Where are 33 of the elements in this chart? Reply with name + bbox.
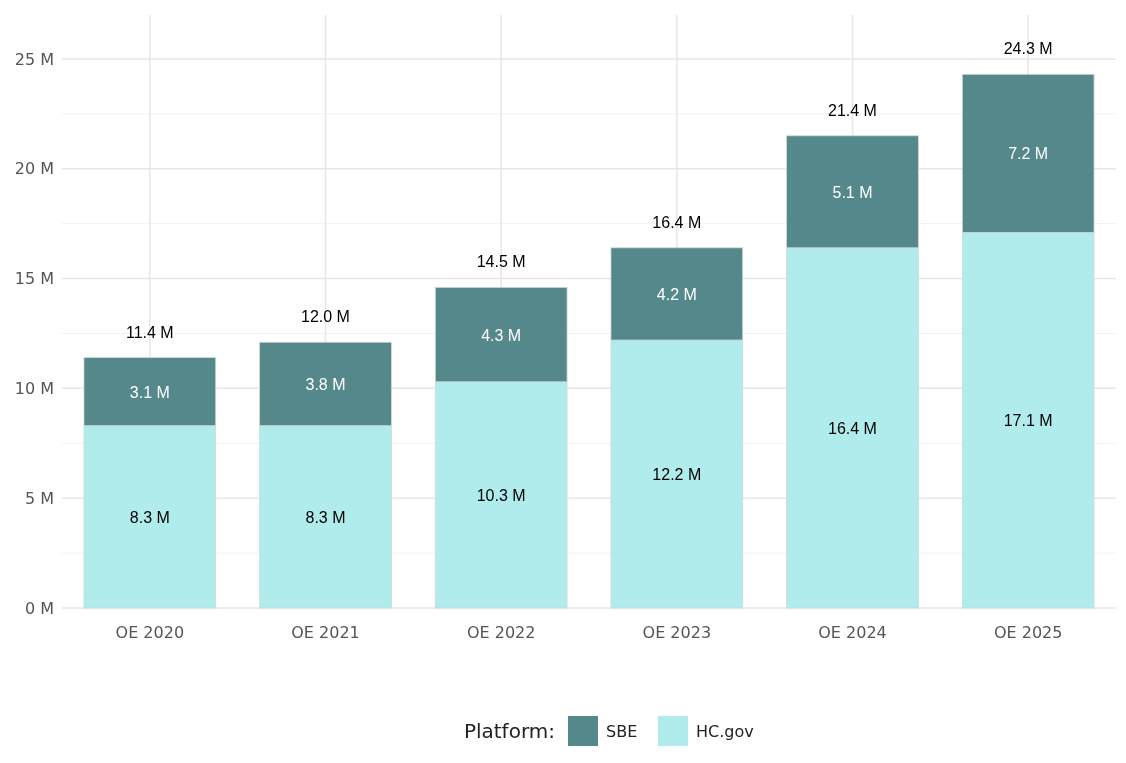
- legend-label: HC.gov: [696, 722, 754, 741]
- data-label: 7.2 M: [1008, 145, 1049, 163]
- data-label: 12.2 M: [652, 466, 702, 484]
- y-tick-label: 10 M: [14, 378, 54, 398]
- y-tick-label: 25 M: [14, 49, 54, 69]
- x-tick-label: OE 2020: [115, 623, 185, 642]
- y-tick-label: 5 M: [24, 488, 54, 508]
- data-label: 8.3 M: [129, 508, 170, 526]
- total-label: 11.4 M: [125, 323, 174, 341]
- data-label: 10.3 M: [476, 486, 526, 504]
- x-tick-label: OE 2024: [818, 623, 887, 642]
- x-tick-label: OE 2023: [642, 623, 712, 642]
- total-label: 16.4 M: [652, 213, 702, 231]
- data-label: 16.4 M: [828, 419, 877, 437]
- total-label: 14.5 M: [476, 253, 526, 271]
- total-label: 24.3 M: [1003, 40, 1053, 58]
- data-label: 3.8 M: [305, 375, 346, 393]
- data-label: 8.3 M: [305, 508, 346, 526]
- data-label: 4.2 M: [656, 285, 697, 303]
- y-tick-label: 0 M: [24, 598, 54, 618]
- legend-title: Platform:: [463, 719, 555, 743]
- total-label: 12.0 M: [301, 308, 350, 326]
- data-label: 4.3 M: [481, 326, 522, 344]
- x-tick-label: OE 2021: [291, 623, 360, 642]
- x-tick-label: OE 2022: [466, 623, 536, 642]
- y-tick-label: 15 M: [14, 269, 54, 289]
- data-label: 5.1 M: [832, 183, 873, 201]
- data-label: 3.1 M: [129, 383, 170, 401]
- total-label: 21.4 M: [828, 101, 877, 119]
- x-tick-label: OE 2025: [993, 623, 1063, 642]
- legend-label: SBE: [606, 722, 638, 741]
- data-label: 17.1 M: [1003, 412, 1053, 430]
- y-tick-label: 20 M: [14, 159, 54, 179]
